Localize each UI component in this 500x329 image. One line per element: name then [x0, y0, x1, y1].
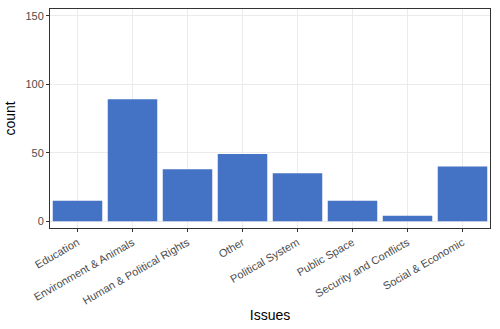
svg-text:Social & Economic: Social & Economic [381, 236, 467, 292]
svg-text:Human & Political Rights: Human & Political Rights [80, 236, 191, 307]
svg-text:Other: Other [216, 236, 246, 260]
svg-text:Public Space: Public Space [295, 236, 357, 279]
svg-text:150: 150 [25, 10, 43, 22]
svg-text:Political System: Political System [228, 236, 301, 285]
svg-text:50: 50 [32, 147, 44, 159]
svg-text:count: count [2, 101, 18, 135]
svg-text:Education: Education [33, 236, 81, 271]
svg-text:Issues: Issues [250, 307, 290, 323]
svg-text:100: 100 [25, 78, 43, 90]
svg-text:0: 0 [38, 215, 44, 227]
svg-text:Environment & Animals: Environment & Animals [32, 236, 137, 304]
svg-text:Security and Conflicts: Security and Conflicts [313, 236, 412, 300]
